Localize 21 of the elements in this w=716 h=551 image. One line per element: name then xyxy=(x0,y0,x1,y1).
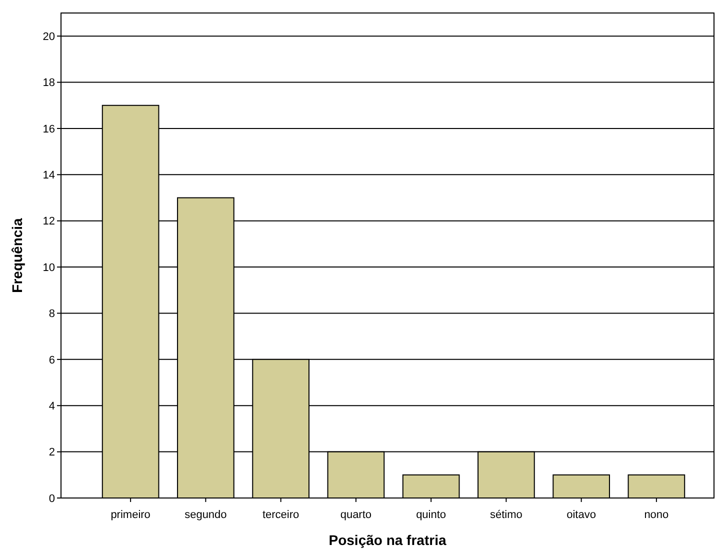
x-axis-title: Posição na fratria xyxy=(328,532,446,548)
y-tick-label: 6 xyxy=(48,354,55,366)
y-tick-label: 2 xyxy=(48,446,55,459)
y-tick-label: 0 xyxy=(48,492,55,505)
y-tick-label: 12 xyxy=(42,216,55,228)
x-tick-label: terceiro xyxy=(262,509,300,521)
x-tick-label: sétimo xyxy=(490,509,522,521)
x-tick-label: segundo xyxy=(184,509,227,521)
x-tick-label: quinto xyxy=(416,509,446,521)
y-tick-label: 14 xyxy=(42,170,55,182)
y-tick-label: 20 xyxy=(42,30,55,43)
x-tick-label: quarto xyxy=(340,509,372,521)
y-tick-label: 18 xyxy=(42,77,55,90)
x-tick-label: nono xyxy=(644,509,669,521)
y-tick-label: 10 xyxy=(42,262,55,274)
x-tick-label: primeiro xyxy=(110,509,150,521)
y-tick-label: 4 xyxy=(48,400,55,412)
y-tick-label: 16 xyxy=(42,123,55,136)
y-tick-label: 8 xyxy=(48,308,55,320)
x-tick-label: oitavo xyxy=(566,509,596,521)
y-axis-title: Frequência xyxy=(9,218,25,293)
